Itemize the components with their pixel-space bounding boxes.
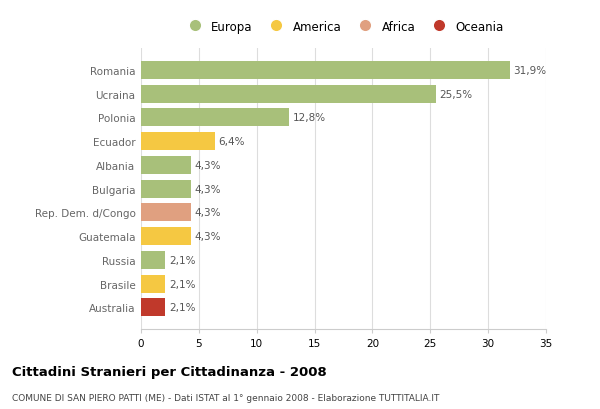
Text: 2,1%: 2,1% (169, 303, 195, 312)
Bar (141, 299, 166, 317)
Text: COMUNE DI SAN PIERO PATTI (ME) - Dati ISTAT al 1° gennaio 2008 - Elaborazione TU: COMUNE DI SAN PIERO PATTI (ME) - Dati IS… (12, 393, 439, 402)
Text: 2,1%: 2,1% (169, 255, 195, 265)
Bar (141, 275, 166, 293)
Bar (141, 85, 436, 103)
Text: 6,4%: 6,4% (218, 137, 245, 147)
Text: 25,5%: 25,5% (440, 90, 473, 99)
Text: 31,9%: 31,9% (514, 66, 547, 76)
Text: 4,3%: 4,3% (194, 231, 221, 242)
Text: 4,3%: 4,3% (194, 208, 221, 218)
Bar (141, 252, 166, 269)
Bar (141, 109, 289, 127)
Bar (141, 133, 215, 151)
Bar (141, 62, 510, 80)
Bar (141, 228, 191, 245)
Bar (141, 204, 191, 222)
Legend: Europa, America, Africa, Oceania: Europa, America, Africa, Oceania (178, 16, 509, 38)
Text: 4,3%: 4,3% (194, 184, 221, 194)
Text: 4,3%: 4,3% (194, 160, 221, 171)
Text: Cittadini Stranieri per Cittadinanza - 2008: Cittadini Stranieri per Cittadinanza - 2… (12, 365, 327, 378)
Text: 2,1%: 2,1% (169, 279, 195, 289)
Bar (141, 180, 191, 198)
Bar (141, 157, 191, 174)
Text: 12,8%: 12,8% (293, 113, 326, 123)
